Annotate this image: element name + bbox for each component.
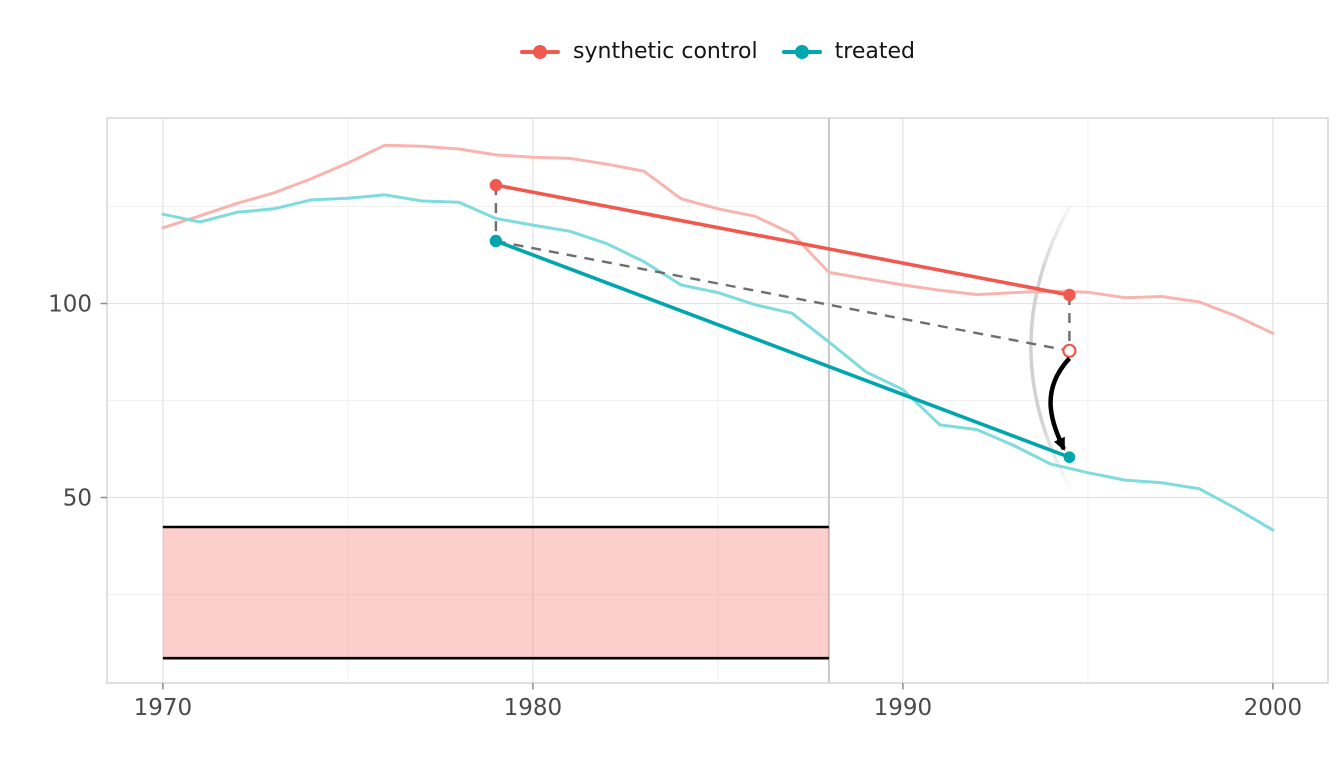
did-overlay — [489, 178, 1077, 464]
gridlines-major — [107, 118, 1328, 683]
x-tick-label: 1970 — [134, 695, 193, 721]
synthetic-control-legend-marker — [520, 44, 561, 59]
series-lines — [161, 143, 1275, 532]
treated-legend-marker — [781, 44, 822, 59]
panel-border — [106, 117, 1329, 684]
y-tick-label: 50 — [63, 486, 92, 512]
y-axis: 100 50 — [48, 292, 107, 512]
x-tick-label: 1980 — [504, 695, 563, 721]
legend-label-synthetic-control: synthetic control — [573, 39, 758, 64]
time-weight-band-fill — [162, 527, 829, 659]
legend-item-synthetic-control: synthetic control — [520, 39, 758, 64]
treated-bold-segment — [494, 239, 1072, 460]
effect-arrow — [1048, 356, 1072, 452]
counterfactual-point — [1062, 343, 1077, 358]
x-axis: 1970 1980 1990 2000 — [134, 683, 1303, 721]
guide-arc — [1029, 205, 1074, 492]
dashed-did-counterfactual — [495, 239, 1070, 352]
x-tick-label: 1990 — [874, 695, 933, 721]
control-pre-point — [489, 178, 503, 192]
treated-post-point — [1063, 451, 1076, 464]
synthetic-control-line-faded — [161, 143, 1275, 335]
legend: synthetic control treated — [107, 39, 1328, 64]
legend-label-treated: treated — [834, 39, 915, 64]
control-post-point — [1063, 288, 1076, 302]
legend-dot-icon — [533, 44, 548, 59]
time-weight-band — [162, 525, 829, 660]
y-tick-label: 100 — [48, 292, 92, 318]
synthetic-control-bold-segment — [494, 183, 1072, 297]
legend-dot-icon — [794, 44, 809, 59]
treated-line-faded — [161, 193, 1275, 532]
guide-arc-group — [1029, 205, 1074, 492]
treated-pre-point — [489, 234, 503, 248]
x-tick-label: 2000 — [1244, 695, 1303, 721]
legend-item-treated: treated — [781, 39, 915, 64]
gridlines-minor — [107, 118, 1328, 683]
